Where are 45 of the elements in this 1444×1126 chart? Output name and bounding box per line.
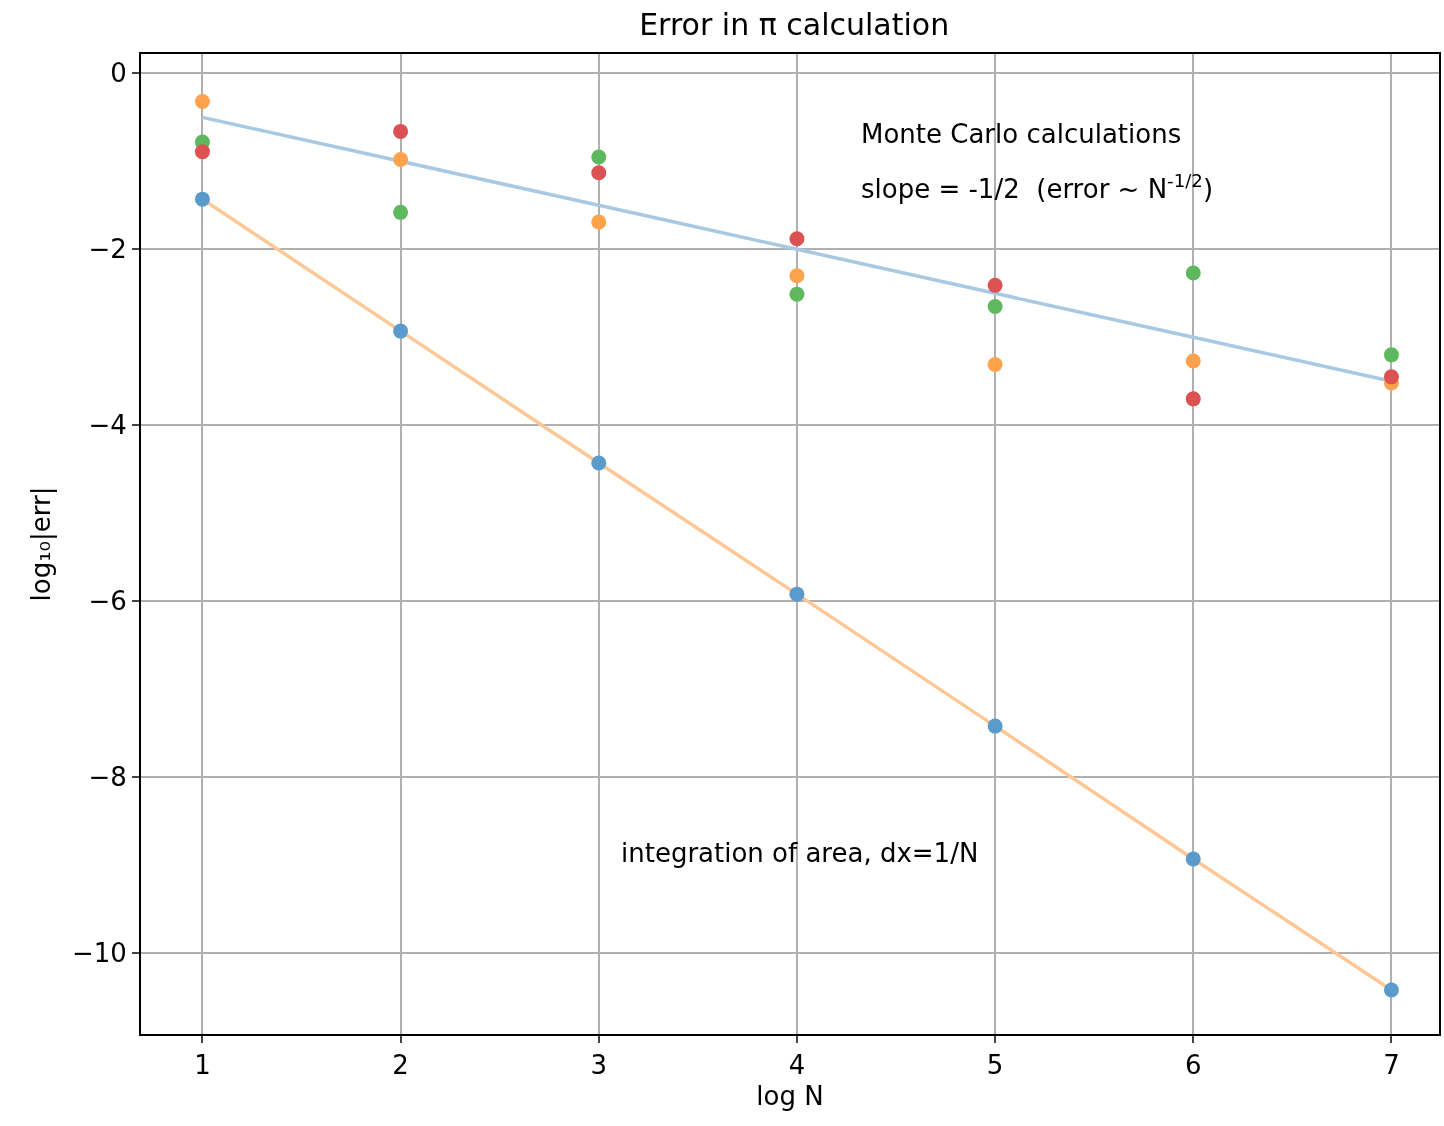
x-tick-label: 3 (590, 1050, 608, 1081)
point (1185, 391, 1201, 407)
point (591, 149, 607, 165)
point (789, 231, 805, 247)
y-tick-label: −2 (88, 234, 127, 265)
y-tick-label: −8 (88, 762, 127, 793)
point (393, 323, 409, 339)
y-tick-label: −10 (71, 938, 127, 969)
x-tick-label: 1 (194, 1050, 211, 1081)
point (1383, 369, 1399, 385)
point (987, 718, 1003, 734)
point (393, 152, 409, 168)
x-tick-label: 5 (986, 1050, 1004, 1081)
annotation: Monte Carlo calculations (861, 119, 1182, 149)
point (194, 94, 210, 109)
point (987, 277, 1003, 293)
point (1185, 353, 1201, 369)
x-tick-label: 2 (392, 1050, 409, 1081)
y-axis-title: log₁₀|err| (25, 486, 57, 602)
point (591, 455, 607, 471)
y-tick-label: −6 (88, 586, 127, 617)
x-tick-label: 4 (788, 1050, 806, 1081)
point (1185, 265, 1201, 281)
point (194, 144, 210, 160)
y-tick-label: −4 (88, 410, 127, 441)
point (789, 286, 805, 302)
chart-title: Error in π calculation (639, 7, 950, 43)
annotation: integration of area, dx=1/N (621, 838, 979, 868)
y-tick-label: 0 (110, 58, 127, 89)
point (1383, 347, 1399, 363)
point (789, 586, 805, 602)
annotation: slope = -1/2 (error ~ N$^{-1/2}$) (861, 170, 1214, 204)
x-tick-label: 6 (1185, 1050, 1202, 1081)
point (1185, 851, 1201, 867)
point (1383, 982, 1399, 998)
point (393, 123, 409, 139)
point (987, 357, 1003, 373)
point (393, 204, 409, 220)
point (591, 214, 607, 230)
point (789, 268, 805, 284)
x-tick-label: 7 (1383, 1050, 1400, 1081)
point (591, 165, 607, 181)
point (987, 298, 1003, 314)
x-axis-title: log N (756, 1081, 824, 1112)
point (194, 191, 210, 207)
